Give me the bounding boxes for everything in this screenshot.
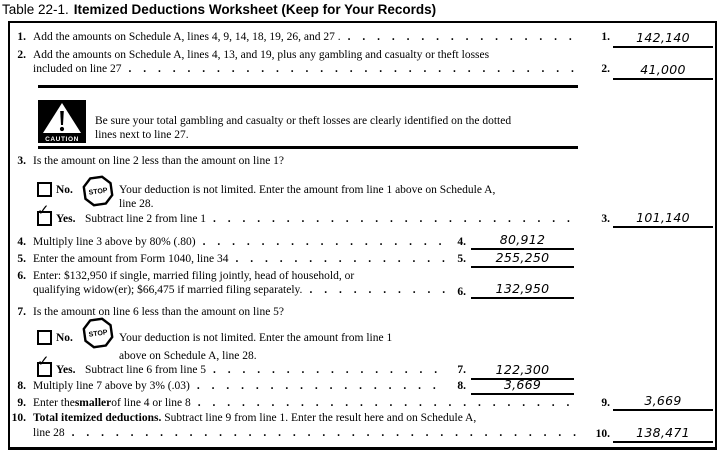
line9-number: 9. bbox=[17, 397, 26, 409]
line10-value-field[interactable]: 138,471 bbox=[613, 425, 713, 443]
line7-no-text-line1: Your deduction is not limited. Enter the… bbox=[119, 332, 393, 344]
line6-text-row2: qualifying widow(er); $66,475 if married… bbox=[33, 284, 445, 297]
table-number: Table 22-1. bbox=[2, 2, 69, 17]
line2-value-field[interactable]: 41,000 bbox=[613, 62, 713, 80]
worksheet-table-border bbox=[8, 21, 717, 450]
line1-ref: 1. bbox=[601, 31, 610, 43]
line3-ref: 3. bbox=[601, 213, 610, 225]
dot-leader: . . . . . . . . . . . . . . . . . . . . … bbox=[128, 63, 578, 75]
caution-icon: CAUTION bbox=[38, 100, 86, 143]
line7-yes-text-row: Subtract line 6 from line 5 . . . . . . … bbox=[85, 364, 445, 377]
line6-ref: 6. bbox=[457, 286, 466, 298]
checkmark-icon: ✓ bbox=[37, 352, 50, 370]
line3-yes-text: Subtract line 2 from line 1 bbox=[85, 213, 207, 225]
dot-leader: . . . . . . . . . . . . . . . . . . . . … bbox=[196, 380, 445, 392]
line10-text-rest: Subtract line 9 from line 1. Enter the r… bbox=[161, 412, 477, 424]
line9-text-bold: smaller bbox=[74, 397, 112, 409]
caution-text-line2: lines next to line 27. bbox=[95, 129, 189, 141]
line3-no-checkbox[interactable] bbox=[37, 182, 52, 197]
dot-leader: . . . . . . . . . . . . . . . . . . . . … bbox=[347, 31, 578, 43]
line7-question: Is the amount on line 6 less than the am… bbox=[33, 306, 285, 318]
dot-leader: . . . . . . . . . . . . . . . . . . . . … bbox=[309, 284, 445, 296]
line8-text-row: Multiply line 7 above by 3% (.03) . . . … bbox=[33, 380, 445, 393]
line6-text-line2: qualifying widow(er); $66,475 if married… bbox=[33, 284, 303, 296]
stop-icon: STOP bbox=[82, 175, 114, 207]
line9-ref: 9. bbox=[601, 397, 610, 409]
line5-text-row: Enter the amount from Form 1040, line 34… bbox=[33, 253, 445, 266]
line8-number: 8. bbox=[17, 380, 26, 392]
line3-no-label: No. bbox=[56, 184, 73, 196]
line3-no-text-line1: Your deduction is not limited. Enter the… bbox=[119, 184, 496, 196]
dot-leader: . . . . . . . . . . . . . . . . . . . . … bbox=[235, 253, 445, 265]
line7-yes-label: Yes. bbox=[56, 364, 76, 376]
stop-icon: STOP bbox=[82, 317, 114, 349]
line1-text: Add the amounts on Schedule A, lines 4, … bbox=[33, 31, 341, 43]
line6-text-line1: Enter: $132,950 if single, married filin… bbox=[33, 270, 355, 282]
line3-number: 3. bbox=[17, 155, 26, 167]
line1-text-row: Add the amounts on Schedule A, lines 4, … bbox=[33, 31, 578, 44]
line2-text-line1: Add the amounts on Schedule A, lines 4, … bbox=[33, 49, 490, 61]
line10-text-bold: Total itemized deductions. bbox=[33, 412, 162, 424]
line6-number: 6. bbox=[17, 270, 26, 282]
line3-question: Is the amount on line 2 less than the am… bbox=[33, 155, 285, 167]
line7-yes-text: Subtract line 6 from line 5 bbox=[85, 364, 207, 376]
line8-ref: 8. bbox=[457, 380, 466, 392]
line7-no-text-line2: above on Schedule A, line 28. bbox=[119, 350, 257, 362]
line9-text-pre: Enter the bbox=[33, 397, 75, 409]
separator-rule bbox=[38, 146, 578, 149]
line7-no-label: No. bbox=[56, 332, 73, 344]
caution-text-line1: Be sure your total gambling and casualty… bbox=[95, 115, 512, 127]
svg-text:STOP: STOP bbox=[88, 187, 108, 197]
line9-value-field[interactable]: 3,669 bbox=[613, 393, 713, 411]
dot-leader: . . . . . . . . . . . . . . . . . . . . … bbox=[202, 236, 445, 248]
line5-value-field[interactable]: 255,250 bbox=[471, 250, 574, 268]
line7-no-checkbox[interactable] bbox=[37, 330, 52, 345]
page-title: Table 22-1. Itemized Deductions Worksheet… bbox=[2, 2, 436, 18]
line10-text-row2: line 28 . . . . . . . . . . . . . . . . … bbox=[33, 427, 578, 440]
svg-text:CAUTION: CAUTION bbox=[45, 136, 79, 143]
line4-text: Multiply line 3 above by 80% (.80) bbox=[33, 236, 196, 248]
line3-yes-checkbox[interactable] bbox=[37, 211, 52, 226]
line2-number: 2. bbox=[17, 49, 26, 61]
line10-text-line1: Total itemized deductions. Subtract line… bbox=[33, 412, 476, 425]
line2-text-line2: included on line 27 bbox=[33, 63, 122, 75]
line10-ref: 10. bbox=[595, 428, 610, 440]
separator-rule bbox=[38, 85, 578, 88]
line7-yes-checkbox[interactable] bbox=[37, 362, 52, 377]
line8-text: Multiply line 7 above by 3% (.03) bbox=[33, 380, 190, 392]
dot-leader: . . . . . . . . . . . . . . . . . . . . … bbox=[213, 213, 578, 225]
line9-text-row: Enter the smaller of line 4 or line 8 . … bbox=[33, 397, 578, 410]
line1-value-field[interactable]: 142,140 bbox=[613, 30, 713, 48]
line4-number: 4. bbox=[17, 236, 26, 248]
svg-text:STOP: STOP bbox=[88, 329, 108, 339]
line4-value-field[interactable]: 80,912 bbox=[471, 232, 574, 250]
line6-value-field[interactable]: 132,950 bbox=[471, 281, 574, 299]
checkmark-icon: ✓ bbox=[37, 201, 50, 219]
line7-number: 7. bbox=[17, 306, 26, 318]
line8-value-field[interactable]: 3,669 bbox=[471, 377, 574, 395]
line3-yes-label: Yes. bbox=[56, 213, 76, 225]
line3-yes-text-row: Subtract line 2 from line 1 . . . . . . … bbox=[85, 213, 578, 226]
line4-text-row: Multiply line 3 above by 80% (.80) . . .… bbox=[33, 236, 445, 249]
dot-leader: . . . . . . . . . . . . . . . . . . . . … bbox=[71, 427, 578, 439]
line3-no-text-line2: line 28. bbox=[119, 198, 154, 210]
dot-leader: . . . . . . . . . . . . . . . . . . . . … bbox=[213, 364, 445, 376]
line7-ref: 7. bbox=[457, 364, 466, 376]
line9-text-post: of line 4 or line 8 bbox=[111, 397, 191, 409]
line10-number: 10. bbox=[11, 412, 26, 424]
line1-number: 1. bbox=[17, 31, 26, 43]
line5-number: 5. bbox=[17, 253, 26, 265]
line5-text: Enter the amount from Form 1040, line 34 bbox=[33, 253, 229, 265]
worksheet-title: Itemized Deductions Worksheet (Keep for … bbox=[73, 2, 437, 17]
line7-value-field[interactable]: 122,300 bbox=[471, 362, 574, 380]
line3-value-field[interactable]: 101,140 bbox=[613, 210, 713, 228]
line2-ref: 2. bbox=[601, 63, 610, 75]
dot-leader: . . . . . . . . . . . . . . . . . . . . … bbox=[197, 397, 578, 409]
line4-ref: 4. bbox=[457, 236, 466, 248]
line10-text-line2: line 28 bbox=[33, 427, 65, 439]
line2-text-row2: included on line 27 . . . . . . . . . . … bbox=[33, 63, 578, 76]
line5-ref: 5. bbox=[457, 253, 466, 265]
